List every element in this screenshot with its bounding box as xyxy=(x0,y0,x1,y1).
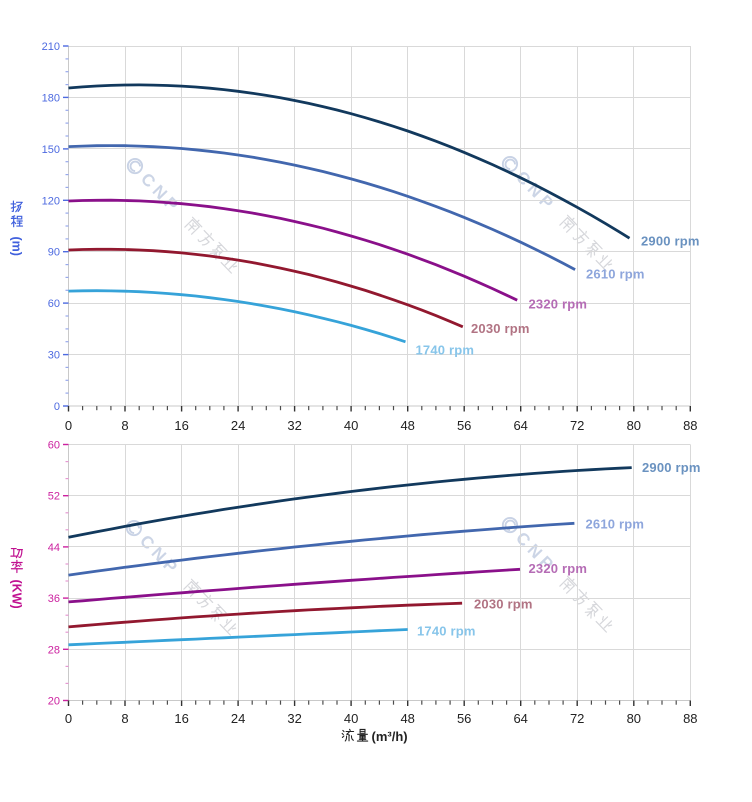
svg-text:32: 32 xyxy=(287,711,301,726)
svg-text:88: 88 xyxy=(683,418,697,433)
svg-text:2610 rpm: 2610 rpm xyxy=(586,517,645,532)
svg-text:20: 20 xyxy=(48,696,60,708)
svg-text:80: 80 xyxy=(627,418,641,433)
svg-text:2900 rpm: 2900 rpm xyxy=(642,460,701,475)
svg-text:0: 0 xyxy=(54,401,60,413)
svg-text:2320 rpm: 2320 rpm xyxy=(529,297,588,312)
svg-text:48: 48 xyxy=(400,418,414,433)
svg-text:120: 120 xyxy=(42,195,60,207)
svg-text:56: 56 xyxy=(457,418,471,433)
svg-text:(m): (m) xyxy=(9,237,23,256)
svg-text:0: 0 xyxy=(65,418,72,433)
svg-text:24: 24 xyxy=(231,711,245,726)
svg-text:28: 28 xyxy=(48,644,60,656)
svg-text:52: 52 xyxy=(48,491,60,503)
svg-text:60: 60 xyxy=(48,298,60,310)
svg-text:16: 16 xyxy=(174,711,188,726)
svg-text:40: 40 xyxy=(344,711,358,726)
svg-text:0: 0 xyxy=(65,711,72,726)
svg-text:180: 180 xyxy=(42,92,60,104)
svg-text:40: 40 xyxy=(344,418,358,433)
svg-text:2030 rpm: 2030 rpm xyxy=(474,597,533,612)
svg-text:24: 24 xyxy=(231,418,245,433)
svg-text:2610 rpm: 2610 rpm xyxy=(586,267,645,282)
svg-text:72: 72 xyxy=(570,418,584,433)
svg-text:2320 rpm: 2320 rpm xyxy=(529,561,588,576)
svg-text:64: 64 xyxy=(513,711,527,726)
svg-text:16: 16 xyxy=(174,418,188,433)
svg-text:48: 48 xyxy=(400,711,414,726)
svg-text:88: 88 xyxy=(683,711,697,726)
svg-text:2030 rpm: 2030 rpm xyxy=(471,321,530,336)
svg-text:60: 60 xyxy=(48,440,60,452)
svg-text:56: 56 xyxy=(457,711,471,726)
svg-text:8: 8 xyxy=(121,418,128,433)
svg-text:(KW): (KW) xyxy=(9,580,23,609)
svg-text:32: 32 xyxy=(287,418,301,433)
svg-text:1740 rpm: 1740 rpm xyxy=(416,343,475,358)
svg-text:150: 150 xyxy=(42,144,60,156)
svg-text:36: 36 xyxy=(48,593,60,605)
svg-text:72: 72 xyxy=(570,711,584,726)
svg-text:2900 rpm: 2900 rpm xyxy=(641,234,700,249)
svg-text:64: 64 xyxy=(513,418,527,433)
svg-text:44: 44 xyxy=(48,542,60,554)
svg-text:30: 30 xyxy=(48,350,60,362)
svg-text:90: 90 xyxy=(48,247,60,259)
svg-text:80: 80 xyxy=(627,711,641,726)
svg-text:(m³/h): (m³/h) xyxy=(372,729,408,744)
svg-text:210: 210 xyxy=(42,41,60,53)
svg-text:8: 8 xyxy=(121,711,128,726)
svg-text:1740 rpm: 1740 rpm xyxy=(417,624,476,639)
